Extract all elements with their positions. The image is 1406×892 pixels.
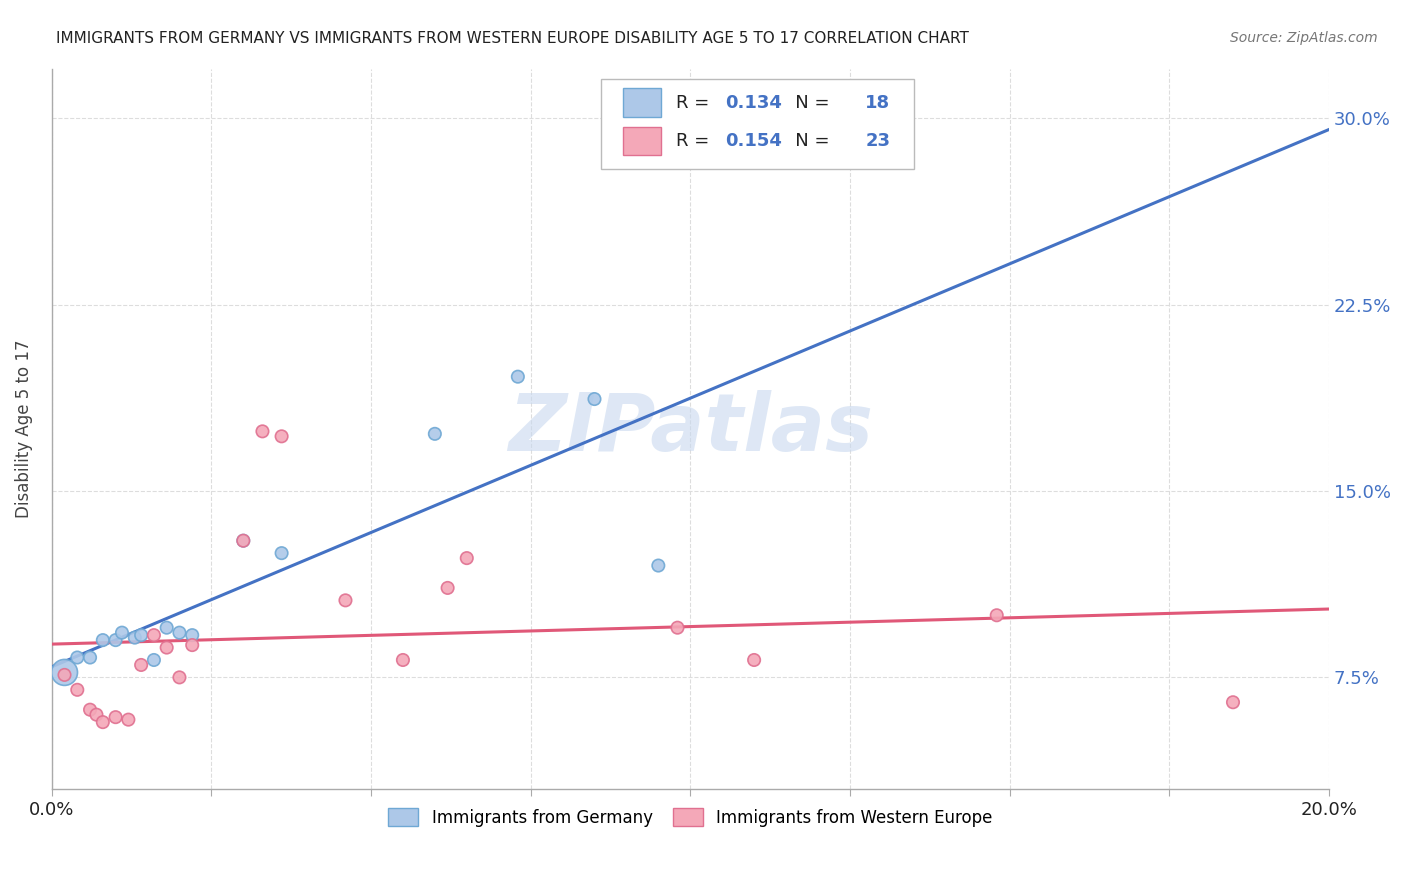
Point <box>142 628 165 642</box>
Text: 23: 23 <box>865 132 890 150</box>
Point <box>986 608 1008 623</box>
Point <box>53 668 76 682</box>
FancyBboxPatch shape <box>600 79 914 169</box>
Text: 0.134: 0.134 <box>724 94 782 112</box>
Legend: Immigrants from Germany, Immigrants from Western Europe: Immigrants from Germany, Immigrants from… <box>380 800 1001 835</box>
Point <box>156 621 179 635</box>
Point <box>66 650 89 665</box>
FancyBboxPatch shape <box>623 127 661 155</box>
Point <box>335 593 357 607</box>
Text: Source: ZipAtlas.com: Source: ZipAtlas.com <box>1230 31 1378 45</box>
Point <box>181 628 204 642</box>
Text: IMMIGRANTS FROM GERMANY VS IMMIGRANTS FROM WESTERN EUROPE DISABILITY AGE 5 TO 17: IMMIGRANTS FROM GERMANY VS IMMIGRANTS FR… <box>56 31 969 46</box>
Text: R =: R = <box>676 132 716 150</box>
Point <box>117 713 139 727</box>
Point <box>124 631 146 645</box>
Point <box>232 533 254 548</box>
Point <box>79 703 101 717</box>
Text: ZIPatlas: ZIPatlas <box>508 390 873 468</box>
Point <box>156 640 179 655</box>
Point <box>53 665 76 680</box>
FancyBboxPatch shape <box>623 88 661 117</box>
Point <box>142 653 165 667</box>
Point <box>104 633 127 648</box>
Point <box>1222 695 1244 709</box>
Point <box>506 369 529 384</box>
Point <box>91 633 114 648</box>
Point <box>169 670 191 684</box>
Y-axis label: Disability Age 5 to 17: Disability Age 5 to 17 <box>15 340 32 518</box>
Point <box>252 425 274 439</box>
Point <box>232 533 254 548</box>
Text: R =: R = <box>676 94 716 112</box>
Point <box>66 682 89 697</box>
Text: 0.154: 0.154 <box>724 132 782 150</box>
Point <box>666 621 689 635</box>
Point <box>111 625 134 640</box>
Point <box>423 426 446 441</box>
Point <box>181 638 204 652</box>
Point <box>79 650 101 665</box>
Point <box>91 715 114 730</box>
Point <box>270 429 292 443</box>
Point <box>456 551 478 566</box>
Text: N =: N = <box>779 94 835 112</box>
Point <box>169 625 191 640</box>
Point <box>742 653 765 667</box>
Point <box>647 558 669 573</box>
Point <box>436 581 458 595</box>
Text: N =: N = <box>779 132 835 150</box>
Point <box>129 628 152 642</box>
Point <box>86 707 108 722</box>
Text: 18: 18 <box>865 94 890 112</box>
Point <box>104 710 127 724</box>
Point <box>392 653 415 667</box>
Point <box>583 392 606 406</box>
Point <box>270 546 292 560</box>
Point <box>129 657 152 672</box>
